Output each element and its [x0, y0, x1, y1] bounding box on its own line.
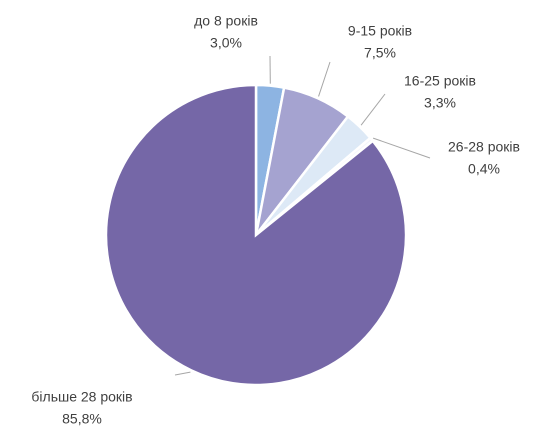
pie-slice — [104, 83, 408, 387]
slice-value-label: 3,3% — [424, 95, 456, 111]
slice-value-label: 3,0% — [210, 35, 242, 51]
slice-value-label: 85,8% — [62, 411, 102, 427]
slice-category: до 8 років — [194, 13, 258, 29]
slice-category: 16-25 років — [404, 73, 476, 89]
leader-line — [360, 93, 386, 126]
leader-line — [174, 371, 191, 376]
leader-line — [372, 137, 431, 159]
slice-category: 26-28 років — [448, 139, 520, 155]
leader-line — [318, 61, 331, 97]
slice-category: 9-15 років — [348, 23, 412, 39]
slice-value-label: 0,4% — [468, 161, 500, 177]
slice-value-label: 7,5% — [364, 45, 396, 61]
slice-category: більше 28 років — [31, 389, 132, 405]
